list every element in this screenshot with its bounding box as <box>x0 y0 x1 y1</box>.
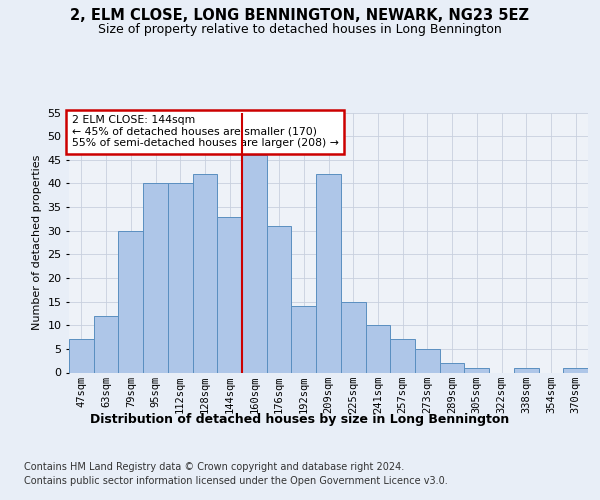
Bar <box>267 226 292 372</box>
Bar <box>316 174 341 372</box>
Text: 2, ELM CLOSE, LONG BENNINGTON, NEWARK, NG23 5EZ: 2, ELM CLOSE, LONG BENNINGTON, NEWARK, N… <box>71 8 530 22</box>
Bar <box>217 216 242 372</box>
Bar <box>242 155 267 372</box>
Bar <box>341 302 365 372</box>
Y-axis label: Number of detached properties: Number of detached properties <box>32 155 41 330</box>
Bar <box>143 184 168 372</box>
Bar <box>292 306 316 372</box>
Text: 2 ELM CLOSE: 144sqm
← 45% of detached houses are smaller (170)
55% of semi-detac: 2 ELM CLOSE: 144sqm ← 45% of detached ho… <box>71 115 338 148</box>
Bar <box>415 349 440 372</box>
Bar <box>563 368 588 372</box>
Bar <box>464 368 489 372</box>
Bar <box>365 325 390 372</box>
Bar <box>390 340 415 372</box>
Bar <box>94 316 118 372</box>
Text: Size of property relative to detached houses in Long Bennington: Size of property relative to detached ho… <box>98 22 502 36</box>
Text: Distribution of detached houses by size in Long Bennington: Distribution of detached houses by size … <box>91 412 509 426</box>
Bar <box>440 363 464 372</box>
Text: Contains HM Land Registry data © Crown copyright and database right 2024.: Contains HM Land Registry data © Crown c… <box>24 462 404 472</box>
Bar <box>118 230 143 372</box>
Bar <box>193 174 217 372</box>
Bar <box>69 340 94 372</box>
Bar <box>168 184 193 372</box>
Bar <box>514 368 539 372</box>
Text: Contains public sector information licensed under the Open Government Licence v3: Contains public sector information licen… <box>24 476 448 486</box>
